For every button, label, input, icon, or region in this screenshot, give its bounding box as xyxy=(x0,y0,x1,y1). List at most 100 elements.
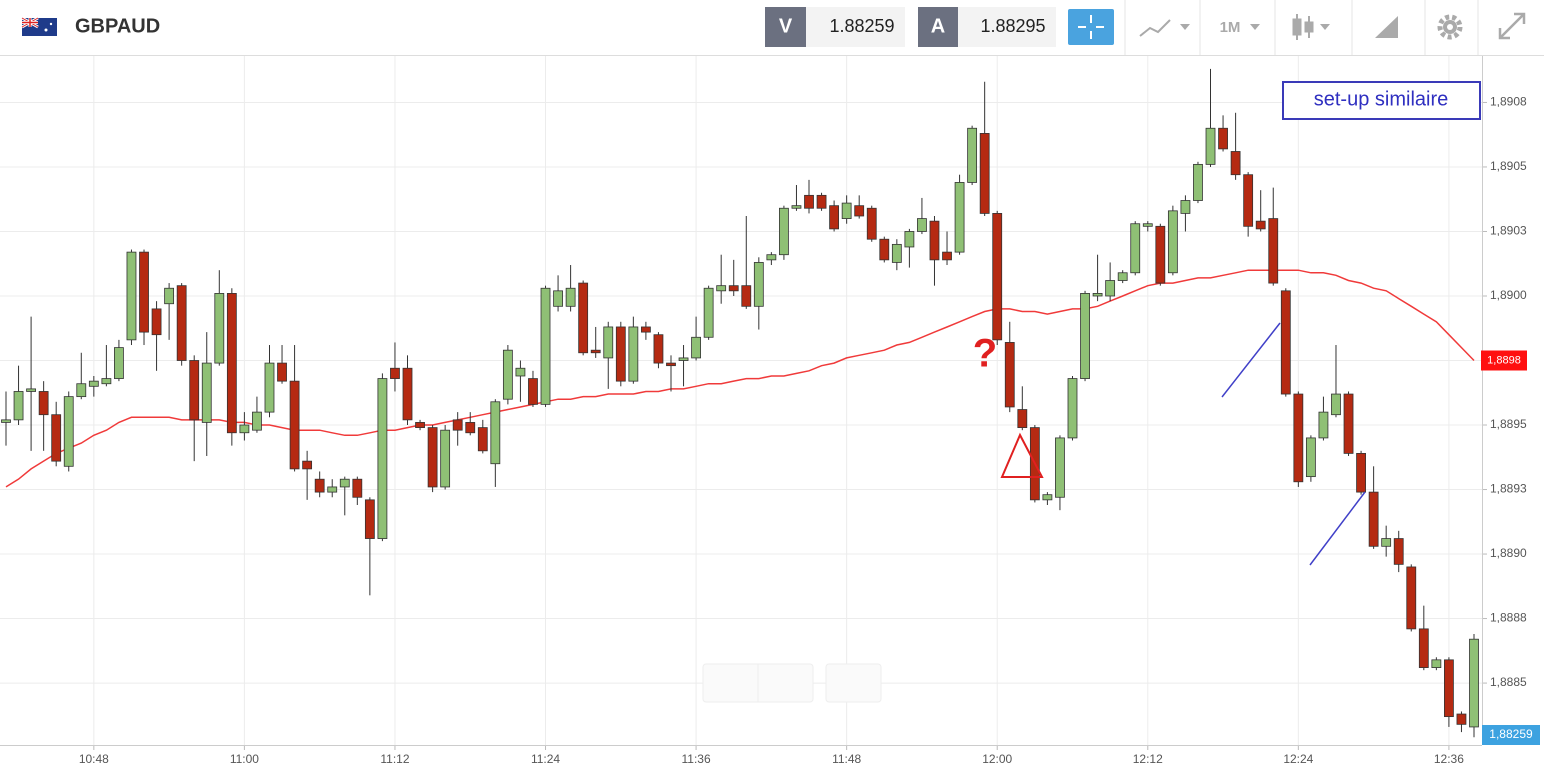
timeframe-arrow xyxy=(1250,24,1260,30)
candle-body xyxy=(753,262,764,307)
candle-body xyxy=(678,357,689,361)
candle-body xyxy=(502,349,513,400)
candle-body xyxy=(1456,713,1467,725)
candle-body xyxy=(490,401,501,465)
candle-body xyxy=(565,287,576,307)
x-tick-label: 11:24 xyxy=(531,752,560,766)
candle-body xyxy=(891,243,902,263)
bid-label: V xyxy=(779,15,793,37)
candle-body xyxy=(816,194,827,209)
candle-body xyxy=(917,218,927,232)
symbol: GBPAUD xyxy=(75,15,160,37)
candle-body xyxy=(1067,378,1078,439)
candle-body xyxy=(691,336,701,359)
x-tick-label: 11:12 xyxy=(380,752,409,766)
toolbar-separators xyxy=(1124,0,1479,55)
candle-body xyxy=(791,205,802,209)
y-tick-label: 1,8905 xyxy=(1490,159,1527,173)
candle-body xyxy=(653,334,664,364)
candle-body xyxy=(1092,293,1103,297)
candle-body xyxy=(904,231,915,248)
settings-button[interactable] xyxy=(1437,14,1463,40)
crosshair-button[interactable] xyxy=(1068,9,1114,45)
candle-body xyxy=(415,422,425,428)
candle-body xyxy=(1017,409,1028,428)
candle-body xyxy=(640,326,651,333)
candle-body xyxy=(1105,280,1116,297)
candle-body xyxy=(452,419,463,431)
candle-body xyxy=(440,429,451,488)
moving-average-line xyxy=(5,269,1475,488)
candle-body xyxy=(854,205,865,217)
ma-value-badge xyxy=(1481,350,1527,371)
candle-body xyxy=(1142,223,1153,227)
candle-body xyxy=(741,285,752,307)
draw-button[interactable] xyxy=(1375,16,1398,38)
candle-body xyxy=(1280,290,1291,395)
candle-body xyxy=(51,414,62,462)
candle-body xyxy=(1268,218,1279,284)
annotation-box xyxy=(1282,81,1481,120)
timeframe-button[interactable]: 1M xyxy=(1220,19,1241,36)
candle-body xyxy=(1444,659,1454,718)
candle-body xyxy=(377,378,388,539)
bid-button[interactable] xyxy=(765,7,806,47)
annotation-text: set-up similaire xyxy=(1314,88,1448,110)
candle-body xyxy=(528,378,538,405)
candle-body xyxy=(1042,494,1053,501)
candle-body xyxy=(239,424,250,434)
candle-body xyxy=(76,383,87,398)
candle-body xyxy=(1356,453,1366,493)
candle-body xyxy=(967,127,978,183)
chart-type-button[interactable] xyxy=(1139,19,1190,37)
candle-body xyxy=(88,380,99,387)
candle-body xyxy=(13,391,24,421)
candle-body xyxy=(1318,411,1329,439)
candle-body xyxy=(929,220,940,261)
candle-body xyxy=(151,308,162,336)
candle-body xyxy=(615,326,626,382)
trend-line xyxy=(1309,491,1366,566)
x-tick-label: 12:00 xyxy=(982,752,1012,766)
candle-body xyxy=(339,478,350,488)
candle-body xyxy=(1004,342,1015,408)
x-tick-label: 11:48 xyxy=(832,752,861,766)
candle-type-button[interactable] xyxy=(1292,14,1330,40)
y-tick-label: 1,8900 xyxy=(1490,288,1527,302)
candle-body xyxy=(866,207,877,240)
candle-body xyxy=(540,287,551,405)
ask-button[interactable] xyxy=(918,7,958,47)
candle-body xyxy=(252,411,262,431)
candle-body xyxy=(804,194,814,209)
candle-body xyxy=(779,207,789,256)
candle-body xyxy=(402,367,413,421)
candle-body xyxy=(302,460,313,470)
candle-body xyxy=(114,347,124,379)
candle-body xyxy=(1117,272,1128,281)
candle-body xyxy=(628,326,639,382)
ask-label: A xyxy=(931,15,945,37)
candle-body xyxy=(1431,659,1442,668)
candle-body xyxy=(226,293,237,434)
candle-body xyxy=(477,427,488,452)
candle-body xyxy=(164,287,175,305)
y-tick-label: 1,8888 xyxy=(1490,611,1527,625)
plot xyxy=(0,56,1487,750)
candle-body xyxy=(942,251,952,261)
candle-body xyxy=(176,285,187,361)
candle-body xyxy=(829,205,840,230)
y-tick-label: 1,8895 xyxy=(1490,417,1527,431)
candle-body xyxy=(465,422,476,434)
candle-body xyxy=(992,213,1003,341)
candle-body xyxy=(1130,223,1141,274)
candle-body xyxy=(1305,437,1316,478)
x-tick-label: 11:36 xyxy=(682,752,711,766)
candle-body xyxy=(101,378,112,385)
candle-body xyxy=(1406,566,1417,630)
fullscreen-button[interactable] xyxy=(1498,12,1526,40)
x-tick-label: 11:00 xyxy=(230,752,259,766)
candle-body xyxy=(728,285,739,292)
candle-body xyxy=(590,349,601,354)
